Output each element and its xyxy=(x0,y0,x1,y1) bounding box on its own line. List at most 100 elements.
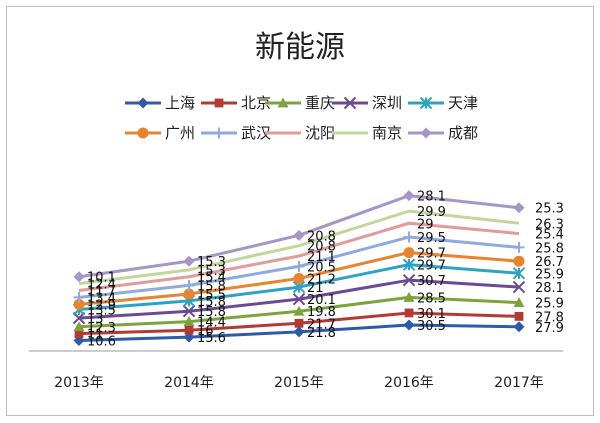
legend-label: 广州 xyxy=(165,124,195,142)
data-label: 15.8 xyxy=(197,295,226,310)
data-label: 30.5 xyxy=(417,319,446,334)
series-天津: 13.5 15.8 21 29.7 25.9 xyxy=(72,258,564,319)
data-point xyxy=(294,318,304,328)
data-label: 25.9 xyxy=(535,297,564,312)
legend-label: 武汉 xyxy=(241,124,271,142)
data-point xyxy=(404,308,414,318)
data-label: 27.8 xyxy=(535,310,564,325)
data-label: 29 xyxy=(417,217,434,232)
data-point xyxy=(293,260,305,272)
data-label: 11 xyxy=(87,328,104,343)
data-label: 25.8 xyxy=(535,241,564,256)
data-point xyxy=(403,247,415,259)
data-label: 20.8 xyxy=(307,240,336,255)
data-point xyxy=(182,305,196,318)
legend-marker xyxy=(137,127,149,139)
series-成都: 10.1 15.3 20.8 28.1 25.3 xyxy=(73,190,564,286)
data-label: 13.5 xyxy=(87,304,116,319)
data-label: 25.4 xyxy=(535,228,564,243)
data-label: 19.8 xyxy=(307,305,336,320)
data-label: 29.7 xyxy=(417,247,446,262)
legend-item: 广州 xyxy=(125,124,195,142)
legend-marker xyxy=(213,127,225,139)
data-label: 12.9 xyxy=(87,298,116,313)
series-line xyxy=(78,221,520,293)
x-tick-label: 2014年 xyxy=(164,375,214,391)
data-label: 13 xyxy=(87,312,104,327)
data-label: 12.4 xyxy=(87,278,116,293)
x-tick-label: 2017年 xyxy=(494,375,544,391)
legend-item: 武汉 xyxy=(201,124,271,142)
data-label: 30.1 xyxy=(417,307,446,322)
data-point xyxy=(513,255,525,267)
series-深圳: 13 15.8 20.1 30.7 28.1 xyxy=(72,273,564,327)
legend-item: 天津 xyxy=(408,94,478,112)
data-point xyxy=(402,258,416,271)
x-tick-label: 2015年 xyxy=(274,375,324,391)
x-tick-label: 2016年 xyxy=(384,375,434,391)
data-label: 15.4 xyxy=(197,271,226,286)
data-label: 21 xyxy=(307,281,324,296)
data-label: 15.5 xyxy=(197,288,226,303)
data-label: 20.5 xyxy=(307,260,336,275)
data-label: 14.4 xyxy=(197,316,226,331)
data-label: 20.8 xyxy=(307,229,336,244)
data-point xyxy=(183,316,195,326)
data-point xyxy=(183,288,195,300)
legend-label: 重庆 xyxy=(305,94,335,112)
data-label: 15.3 xyxy=(197,255,226,270)
series-武汉: 13.4 15.8 20.5 29.5 25.8 xyxy=(73,231,564,306)
data-point xyxy=(74,329,84,339)
data-point xyxy=(293,305,305,316)
legend-item: 重庆 xyxy=(265,94,335,112)
data-label: 13.4 xyxy=(87,291,116,306)
legend-label: 北京 xyxy=(241,94,271,112)
data-label: 15.3 xyxy=(197,264,226,279)
legend-marker xyxy=(343,96,357,110)
data-label: 30.7 xyxy=(417,274,446,289)
series-南京: 12.4 15.3 20.8 29.9 26.3 xyxy=(78,205,564,293)
data-point xyxy=(293,272,305,284)
series-沈阳: 11.7 15.4 21.1 29 25.4 xyxy=(78,217,564,300)
data-label: 11.7 xyxy=(87,285,116,300)
legend-marker xyxy=(420,127,432,139)
data-label: 29.9 xyxy=(417,205,446,220)
legend-label: 上海 xyxy=(165,94,195,112)
data-point xyxy=(403,291,415,302)
legend-label: 深圳 xyxy=(372,94,402,112)
series-重庆: 12.3 14.4 19.8 28.5 25.9 xyxy=(73,291,564,336)
data-label: 27.9 xyxy=(535,321,564,336)
data-point xyxy=(512,280,526,294)
data-label: 15.6 xyxy=(197,331,226,346)
data-point xyxy=(403,231,415,243)
data-point xyxy=(292,292,306,306)
data-point xyxy=(403,190,415,202)
data-label: 16 xyxy=(197,324,214,339)
data-label: 21.1 xyxy=(307,250,336,265)
legend-item: 深圳 xyxy=(332,94,402,112)
data-label: 26.7 xyxy=(535,255,564,270)
data-label: 10.1 xyxy=(87,271,116,286)
data-point xyxy=(512,267,526,280)
data-label: 21.2 xyxy=(307,272,336,287)
data-point xyxy=(183,255,195,267)
data-point xyxy=(73,298,85,310)
data-point xyxy=(513,202,525,214)
data-point xyxy=(73,291,85,303)
data-point xyxy=(513,241,525,253)
data-point xyxy=(293,326,305,338)
data-label: 15.8 xyxy=(197,279,226,294)
data-label: 28.1 xyxy=(535,281,564,296)
data-point xyxy=(514,312,524,321)
series-line xyxy=(78,209,520,286)
legend-label: 成都 xyxy=(448,124,478,142)
data-label: 12.3 xyxy=(87,321,116,336)
data-label: 21.8 xyxy=(307,326,336,341)
chart-frame: 新能源 上海 北京 重庆 深圳 天津 广州 武汉 沈阳 南京 成都 10.6 15.6 21.8 30.… xyxy=(6,6,594,416)
plot-area: 10.6 15.6 21.8 30.5 27.911 16 21.730.1 27.812.3… xyxy=(72,190,564,350)
legend-marker xyxy=(214,98,224,108)
data-point xyxy=(184,325,194,335)
data-label: 29.7 xyxy=(417,259,446,274)
